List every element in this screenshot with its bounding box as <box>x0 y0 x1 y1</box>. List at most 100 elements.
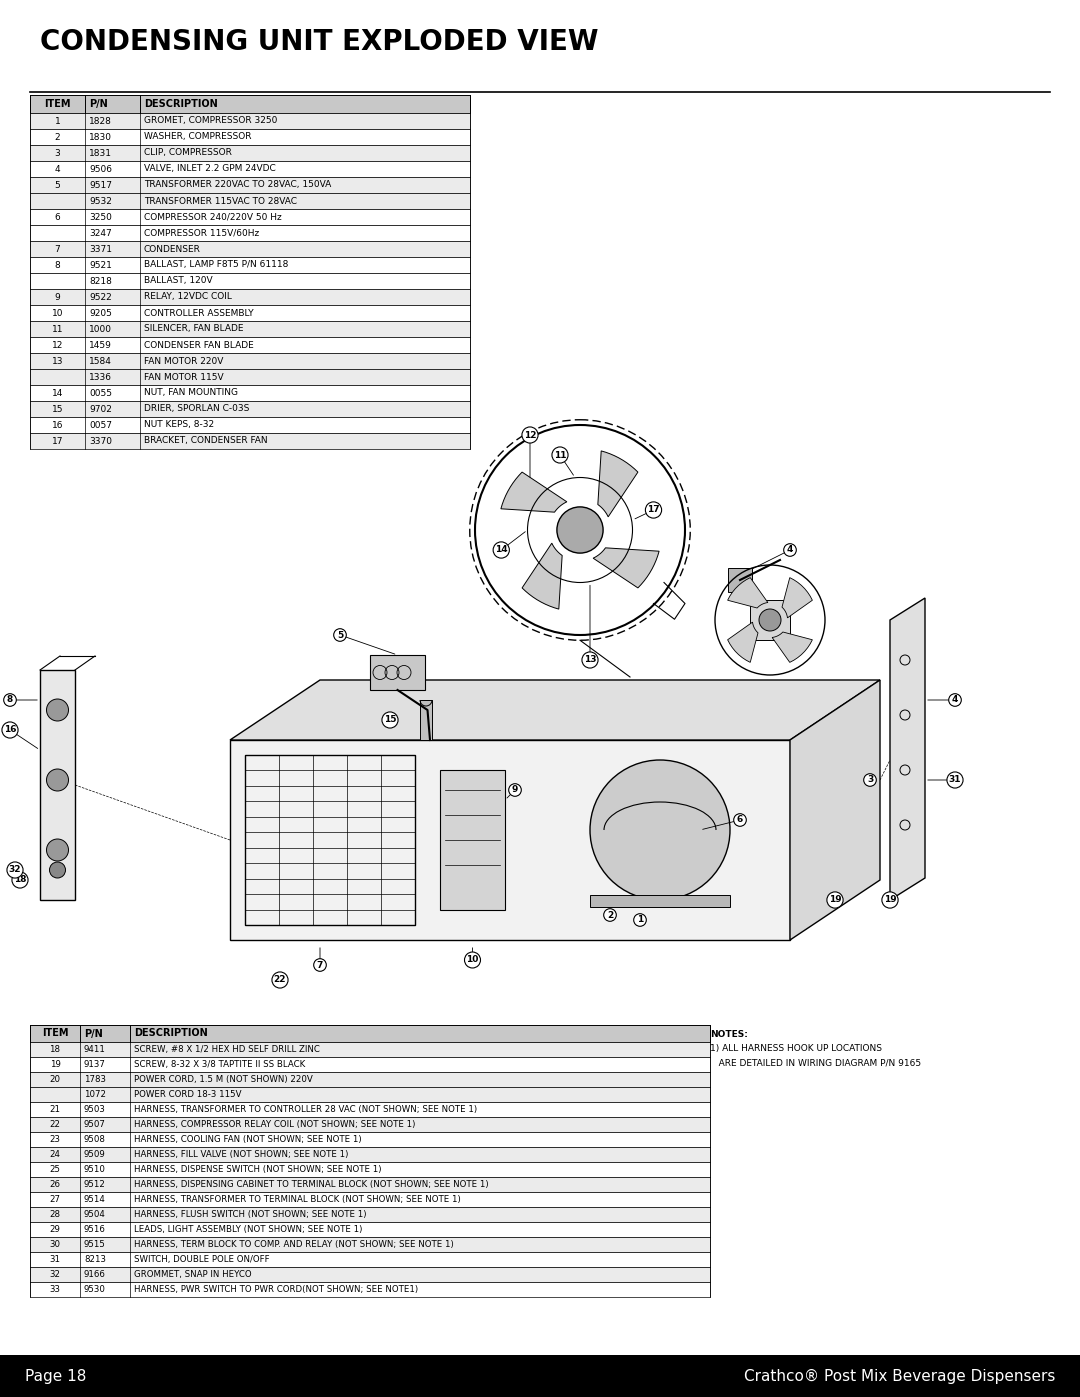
Text: 7: 7 <box>316 961 323 970</box>
Text: 9137: 9137 <box>84 1060 106 1069</box>
Text: 27: 27 <box>50 1194 60 1204</box>
Bar <box>30 161 470 177</box>
Text: 10: 10 <box>52 309 64 317</box>
Text: 31: 31 <box>948 775 961 785</box>
Text: 2: 2 <box>607 911 613 919</box>
Bar <box>30 1282 710 1296</box>
Text: SCREW, #8 X 1/2 HEX HD SELF DRILL ZINC: SCREW, #8 X 1/2 HEX HD SELF DRILL ZINC <box>134 1045 320 1053</box>
Bar <box>440 770 505 909</box>
Text: SILENCER, FAN BLADE: SILENCER, FAN BLADE <box>144 324 243 334</box>
Text: HARNESS, COOLING FAN (NOT SHOWN; SEE NOTE 1): HARNESS, COOLING FAN (NOT SHOWN; SEE NOT… <box>134 1134 362 1144</box>
Bar <box>30 1042 710 1058</box>
Text: 3247: 3247 <box>89 229 111 237</box>
Text: 5: 5 <box>337 630 343 640</box>
Text: 15: 15 <box>52 405 64 414</box>
Bar <box>30 305 470 321</box>
Bar <box>30 1178 710 1192</box>
Polygon shape <box>890 598 924 900</box>
Text: Crathco® Post Mix Beverage Dispensers: Crathco® Post Mix Beverage Dispensers <box>744 1369 1055 1383</box>
Polygon shape <box>782 577 812 617</box>
Text: HARNESS, DISPENSE SWITCH (NOT SHOWN; SEE NOTE 1): HARNESS, DISPENSE SWITCH (NOT SHOWN; SEE… <box>134 1165 381 1173</box>
Text: 23: 23 <box>50 1134 60 1144</box>
Bar <box>30 1207 710 1222</box>
Text: 15: 15 <box>383 715 396 725</box>
Bar <box>30 95 470 113</box>
Bar <box>30 1147 710 1162</box>
Bar <box>0 1355 1080 1397</box>
Text: 3: 3 <box>867 775 873 785</box>
Text: CONDENSER: CONDENSER <box>144 244 201 253</box>
Bar <box>30 257 470 272</box>
Text: 1830: 1830 <box>89 133 112 141</box>
Bar <box>30 272 470 289</box>
Circle shape <box>557 507 603 553</box>
Text: 9506: 9506 <box>89 165 112 173</box>
Text: 20: 20 <box>50 1076 60 1084</box>
Polygon shape <box>598 451 638 517</box>
Text: 9521: 9521 <box>89 260 112 270</box>
Polygon shape <box>772 631 812 662</box>
Text: 11: 11 <box>52 324 64 334</box>
Text: CONDENSING UNIT EXPLODED VIEW: CONDENSING UNIT EXPLODED VIEW <box>40 28 598 56</box>
Text: 8: 8 <box>6 696 13 704</box>
Text: 19: 19 <box>50 1060 60 1069</box>
Text: 9510: 9510 <box>84 1165 106 1173</box>
Text: HARNESS, TERM BLOCK TO COMP. AND RELAY (NOT SHOWN; SEE NOTE 1): HARNESS, TERM BLOCK TO COMP. AND RELAY (… <box>134 1241 454 1249</box>
Bar <box>30 433 470 448</box>
Text: WASHER, COMPRESSOR: WASHER, COMPRESSOR <box>144 133 252 141</box>
Text: 9512: 9512 <box>84 1180 106 1189</box>
Text: 1336: 1336 <box>89 373 112 381</box>
Bar <box>30 416 470 433</box>
Polygon shape <box>501 472 567 513</box>
Text: 9514: 9514 <box>84 1194 106 1204</box>
Bar <box>245 754 415 925</box>
Text: 1: 1 <box>55 116 60 126</box>
Text: 0057: 0057 <box>89 420 112 429</box>
Bar <box>750 599 789 640</box>
Circle shape <box>46 840 68 861</box>
Bar <box>30 1267 710 1282</box>
Text: 9503: 9503 <box>84 1105 106 1113</box>
Text: 4: 4 <box>55 165 60 173</box>
Text: 8213: 8213 <box>84 1255 106 1264</box>
Text: 9532: 9532 <box>89 197 112 205</box>
Polygon shape <box>728 577 768 608</box>
Text: 12: 12 <box>524 430 537 440</box>
Bar <box>30 1118 710 1132</box>
Text: 9530: 9530 <box>84 1285 106 1294</box>
Text: 9522: 9522 <box>89 292 111 302</box>
Text: 3: 3 <box>55 148 60 158</box>
Bar <box>30 337 470 353</box>
Circle shape <box>759 609 781 631</box>
Text: 9509: 9509 <box>84 1150 106 1160</box>
Circle shape <box>46 698 68 721</box>
Text: 1459: 1459 <box>89 341 112 349</box>
Text: VALVE, INLET 2.2 GPM 24VDC: VALVE, INLET 2.2 GPM 24VDC <box>144 165 275 173</box>
Text: Page 18: Page 18 <box>25 1369 86 1383</box>
Text: RELAY, 12VDC COIL: RELAY, 12VDC COIL <box>144 292 232 302</box>
Text: DRIER, SPORLAN C-03S: DRIER, SPORLAN C-03S <box>144 405 249 414</box>
Polygon shape <box>728 622 758 662</box>
Text: BALLAST, 120V: BALLAST, 120V <box>144 277 213 285</box>
Bar <box>30 1058 710 1071</box>
Bar <box>30 401 470 416</box>
Text: DESCRIPTION: DESCRIPTION <box>134 1028 207 1038</box>
Bar <box>30 129 470 145</box>
Text: POWER CORD, 1.5 M (NOT SHOWN) 220V: POWER CORD, 1.5 M (NOT SHOWN) 220V <box>134 1076 313 1084</box>
Text: P/N: P/N <box>89 99 108 109</box>
Text: 1584: 1584 <box>89 356 112 366</box>
Text: GROMET, COMPRESSOR 3250: GROMET, COMPRESSOR 3250 <box>144 116 278 126</box>
Bar <box>30 210 470 225</box>
Bar <box>30 177 470 193</box>
Text: HARNESS, TRANSFORMER TO TERMINAL BLOCK (NOT SHOWN; SEE NOTE 1): HARNESS, TRANSFORMER TO TERMINAL BLOCK (… <box>134 1194 461 1204</box>
Polygon shape <box>230 680 880 740</box>
Text: 9516: 9516 <box>84 1225 106 1234</box>
Text: 6: 6 <box>737 816 743 824</box>
Text: POWER CORD 18-3 115V: POWER CORD 18-3 115V <box>134 1090 242 1099</box>
Text: 9515: 9515 <box>84 1241 106 1249</box>
Text: 9517: 9517 <box>89 180 112 190</box>
Text: 1) ALL HARNESS HOOK UP LOCATIONS: 1) ALL HARNESS HOOK UP LOCATIONS <box>710 1044 882 1053</box>
Circle shape <box>50 862 66 877</box>
Text: NOTES:: NOTES: <box>710 1030 747 1039</box>
Bar <box>30 369 470 386</box>
